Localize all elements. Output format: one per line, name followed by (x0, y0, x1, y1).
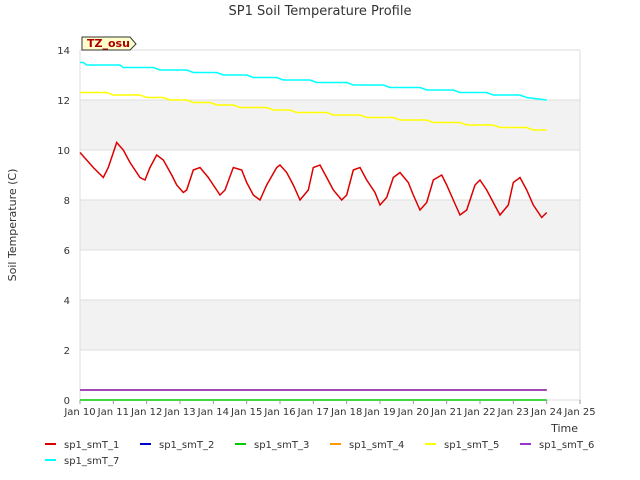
x-tick-label: Jan 24 (530, 407, 562, 418)
y-axis-label: Soil Temperature (C) (6, 169, 19, 282)
background-band (80, 200, 580, 250)
series-line-sp1_smT_5 (80, 91, 547, 131)
y-tick-label: 6 (64, 246, 70, 257)
x-axis-label: Time (550, 422, 578, 435)
y-tick-label: 8 (64, 196, 70, 207)
legend-label: sp1_smT_4 (349, 440, 404, 451)
x-tick-label: Jan 22 (463, 407, 495, 418)
background-band (80, 100, 580, 150)
x-axis-ticks: Jan 10 Jan 11 Jan 12 Jan 13 Jan 14 Jan 15 Jan … (63, 400, 596, 418)
y-tick-label: 2 (64, 346, 70, 357)
x-tick-label: Jan 14 (197, 407, 229, 418)
x-tick-label: Jan 21 (430, 407, 462, 418)
legend-item: sp1_smT_1 (45, 440, 119, 451)
chart-title: SP1 Soil Temperature Profile (229, 4, 412, 19)
legend: sp1_smT_1 sp1_smT_2 sp1_smT_3 sp1_smT_4 sp1_… (45, 440, 594, 467)
x-tick-label: Jan 15 (230, 407, 262, 418)
legend-label: sp1_smT_2 (159, 440, 214, 451)
x-tick-label: Jan 12 (130, 407, 162, 418)
plot-background (80, 50, 580, 400)
x-tick-label: Jan 16 (263, 407, 295, 418)
background-band (80, 300, 580, 350)
x-tick-label: Jan 25 (563, 407, 595, 418)
x-tick-label: Jan 19 (363, 407, 395, 418)
x-tick-label: Jan 23 (497, 407, 529, 418)
annotation-label: TZ_osu (87, 37, 130, 50)
legend-item: sp1_smT_7 (45, 456, 119, 467)
background-band (80, 250, 580, 300)
x-tick-label: Jan 13 (163, 407, 195, 418)
x-tick-label: Jan 10 (63, 407, 95, 418)
grid-lines (79, 49, 581, 401)
x-tick-label: Jan 11 (97, 407, 129, 418)
y-tick-label: 14 (57, 46, 70, 57)
legend-item: sp1_smT_6 (520, 440, 594, 451)
series-line-sp1_smT_7 (80, 61, 547, 101)
legend-item: sp1_smT_3 (235, 440, 309, 451)
background-band (80, 350, 580, 400)
x-tick-label: Jan 20 (397, 407, 429, 418)
legend-label: sp1_smT_7 (64, 456, 119, 467)
background-band (80, 150, 580, 200)
legend-item: sp1_smT_4 (330, 440, 404, 451)
background-band (80, 50, 580, 100)
x-tick-label: Jan 18 (330, 407, 362, 418)
legend-label: sp1_smT_1 (64, 440, 119, 451)
y-tick-label: 4 (64, 296, 70, 307)
legend-item: sp1_smT_5 (425, 440, 499, 451)
legend-label: sp1_smT_3 (254, 440, 309, 451)
y-tick-label: 12 (57, 96, 70, 107)
y-tick-label: 10 (57, 146, 70, 157)
legend-label: sp1_smT_6 (539, 440, 594, 451)
legend-label: sp1_smT_5 (444, 440, 499, 451)
legend-item: sp1_smT_2 (140, 440, 214, 451)
y-axis-ticks: 0 2 4 6 8 10 12 14 (57, 46, 70, 407)
y-tick-label: 0 (64, 396, 70, 407)
annotation-box: TZ_osu (81, 36, 137, 51)
x-tick-label: Jan 17 (297, 407, 329, 418)
series-line-sp1_smT_1 (79, 141, 548, 219)
